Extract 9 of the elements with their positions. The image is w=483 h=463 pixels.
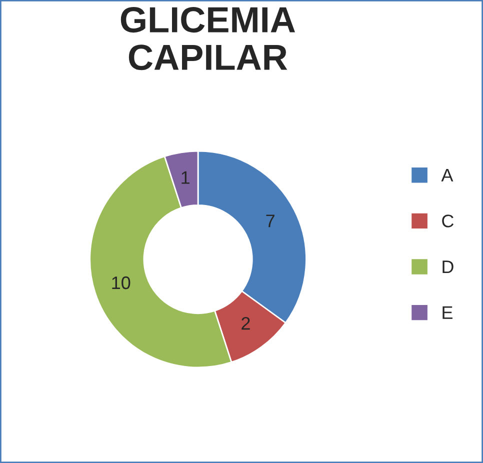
data-label: 1 xyxy=(182,171,190,184)
data-label: 10 xyxy=(112,276,130,290)
data-label: 2 xyxy=(242,316,250,330)
chart-title: GLICEMIA CAPILAR xyxy=(120,7,296,70)
legend-label: A xyxy=(441,168,454,182)
data-label: 7 xyxy=(266,214,274,228)
legend-label: D xyxy=(442,260,454,274)
legend-label: E xyxy=(442,306,452,319)
legend-label: C xyxy=(442,214,454,228)
